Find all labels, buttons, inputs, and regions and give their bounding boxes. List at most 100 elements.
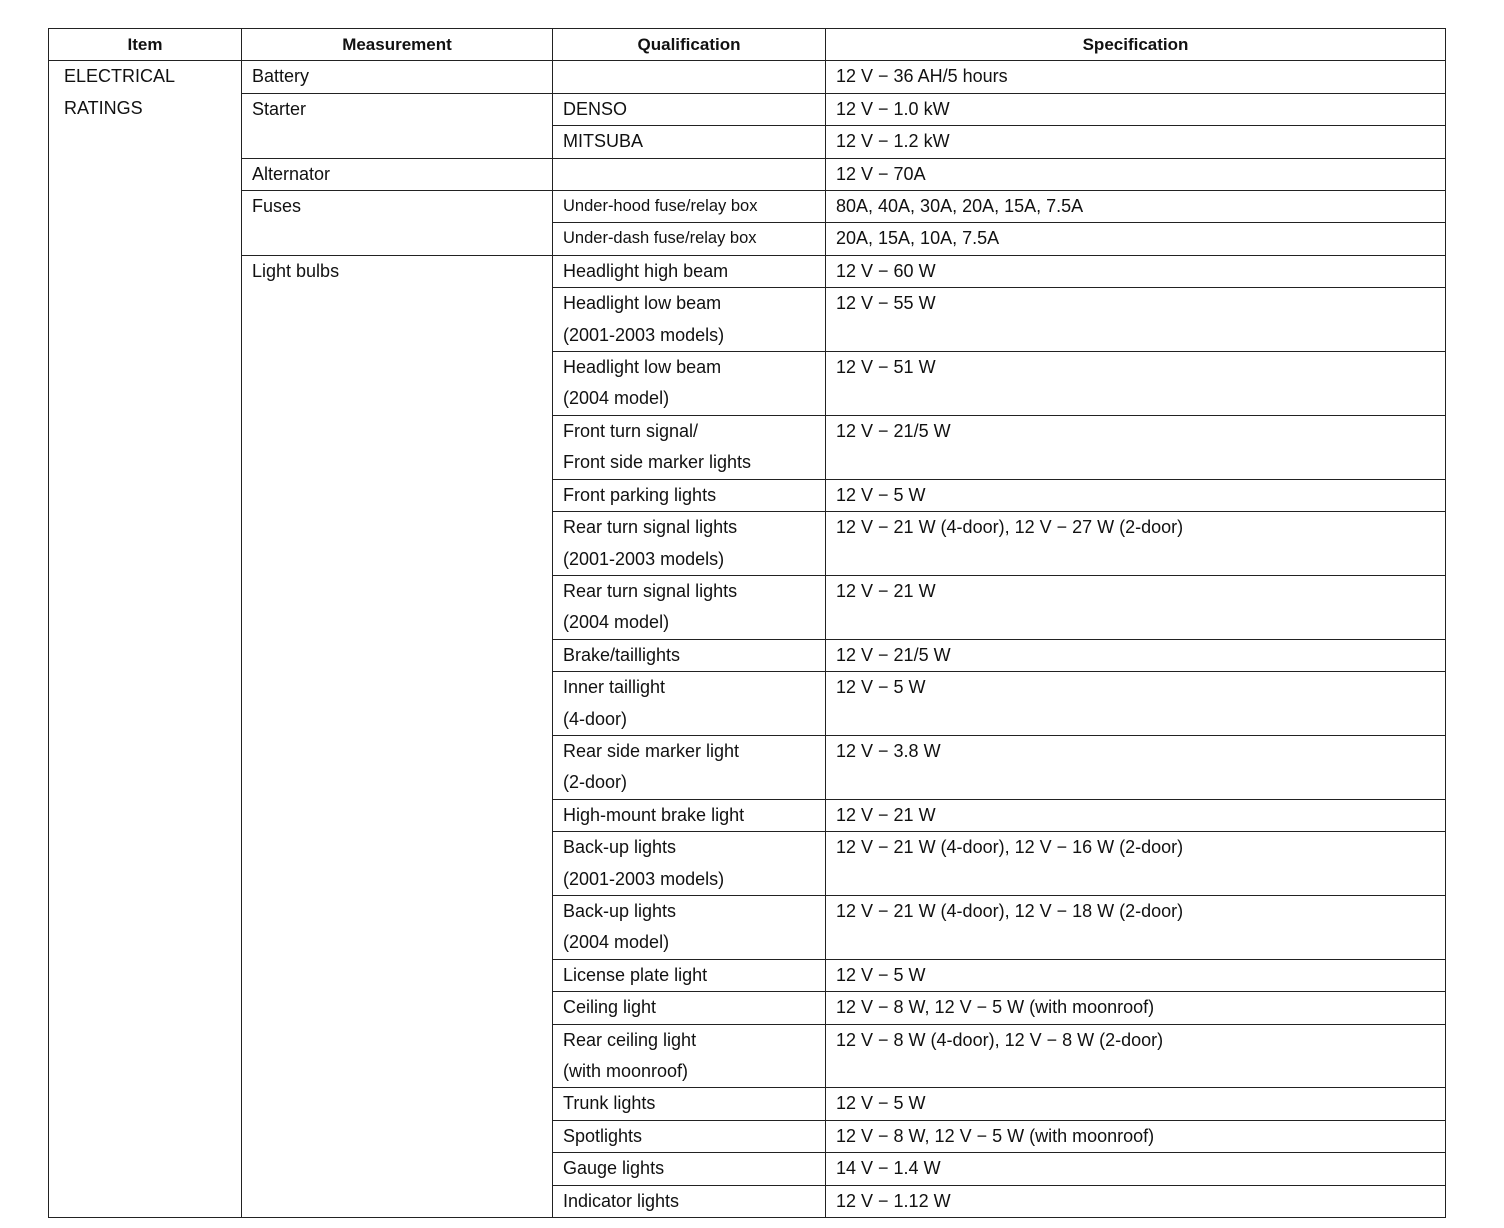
- table-row: Headlight low beam (2001-2003 models) 12 V…: [49, 287, 1446, 353]
- specification-cell: 12 V − 3.8 W: [825, 734, 1446, 800]
- qualification-text: (2004 model): [563, 612, 670, 633]
- qualification-cell: Front turn signal/Front side marker ligh…: [552, 414, 826, 480]
- qualification-cell: Rear side marker light (2-door): [552, 734, 826, 800]
- specification-cell: 12 V − 21 W (4-door), 12 V − 16 W (2-doo…: [825, 831, 1446, 896]
- specification-cell: 12 V − 8 W, 12 V − 5 W (with moonroof): [825, 1119, 1446, 1154]
- qualification-cell: Gauge lights: [552, 1152, 826, 1186]
- measurement-cell: Fuses: [241, 190, 553, 256]
- qualification-cell: Back-up lights (2004 model): [552, 894, 826, 960]
- qualification-cell: Front parking lights: [552, 478, 826, 513]
- table-row: Light bulbs Headlight high beam 12 V − 60 …: [49, 254, 1446, 1219]
- specification-cell: 12 V − 55 W: [825, 287, 1446, 353]
- specification-cell: 12 V − 21/5 W: [825, 414, 1446, 480]
- specification-cell: 12 V − 1.0 kW: [825, 92, 1446, 127]
- table-row: Gauge lights 14 V − 1.4 W: [49, 1152, 1446, 1186]
- header-item: Item: [48, 27, 242, 62]
- qualification-text: Spotlights: [563, 1125, 643, 1146]
- qualification-text: (2001-2003 models): [563, 324, 725, 345]
- qualification-text: Brake/taillights: [563, 644, 681, 665]
- specification-cell: 12 V − 5 W: [825, 958, 1446, 993]
- qualification-text: Under-hood fuse/relay box: [563, 197, 758, 216]
- specification-cell: 12 V − 36 AH/5 hours: [825, 60, 1446, 94]
- specification-cell: 12 V − 70A: [825, 157, 1446, 192]
- qualification-cell: DENSO: [552, 92, 826, 127]
- qualification-text: Under-dash fuse/relay box: [563, 229, 757, 248]
- qualification-cell: Spotlights: [552, 1119, 826, 1154]
- qualification-text: Ceiling light: [563, 997, 657, 1018]
- qualification-text: MITSUBA: [563, 131, 644, 152]
- specification-cell: 12 V − 5 W: [825, 1087, 1446, 1121]
- specification-cell: 12 V − 5 W: [825, 478, 1446, 513]
- qualification-cell: Indicator lights: [552, 1184, 826, 1219]
- table-row: Front turn signal/Front side marker ligh…: [49, 414, 1446, 480]
- qualification-text: Rear turn signal lights: [563, 517, 738, 538]
- measurement-cell: Light bulbs: [241, 254, 553, 1219]
- item-cell: ELECTRICAL RATINGS: [48, 60, 242, 1219]
- qualification-cell: Under-hood fuse/relay box: [552, 190, 826, 224]
- specification-cell: 12 V − 21 W: [825, 798, 1446, 833]
- specification-cell: 12 V − 8 W (4-door), 12 V − 8 W (2-door): [825, 1023, 1446, 1089]
- qualification-text: Front turn signal/: [563, 420, 699, 441]
- table-row: High-mount brake light 12 V − 21 W: [49, 798, 1446, 833]
- qualification-cell: [552, 60, 826, 94]
- electrical-ratings-table: Item Measurement Qualification Specifica…: [48, 27, 1446, 1219]
- table-row: Spotlights 12 V − 8 W, 12 V − 5 W (with m…: [49, 1119, 1446, 1154]
- qualification-text: (4-door): [563, 708, 628, 729]
- qualification-cell: License plate light: [552, 958, 826, 993]
- table-row: ELECTRICAL RATINGS Battery 12 V − 36 AH/5 …: [48, 60, 1446, 1219]
- header-measurement: Measurement: [241, 27, 553, 62]
- measurement-cell: Battery: [241, 60, 553, 94]
- qualification-cell: Trunk lights: [552, 1087, 826, 1121]
- specification-cell: 80A, 40A, 30A, 20A, 15A, 7.5A: [825, 190, 1446, 224]
- specification-cell: 12 V − 21 W: [825, 574, 1446, 640]
- table-row: Inner taillight (4-door) 12 V − 5 W: [49, 671, 1446, 736]
- qualification-cell: Headlight high beam: [552, 254, 826, 289]
- table-row: Rear turn signal lights (2001-2003 models…: [49, 511, 1446, 576]
- qualification-cell: Back-up lights (2001-2003 models): [552, 831, 826, 896]
- qualification-text: Headlight high beam: [563, 260, 729, 281]
- qualification-cell: [552, 157, 826, 192]
- qualification-cell: Headlight low beam (2004 model): [552, 351, 826, 416]
- qualification-text: License plate light: [563, 964, 708, 985]
- table-row: Front parking lights 12 V − 5 W: [49, 478, 1446, 513]
- qualification-text: (2004 model): [563, 388, 670, 409]
- measurement-cell: Alternator: [241, 157, 553, 192]
- qualification-text: (2-door): [563, 772, 628, 793]
- qualification-cell: Under-dash fuse/relay box: [552, 222, 826, 256]
- qualification-text: Trunk lights: [563, 1093, 656, 1114]
- qualification-text: Headlight low beam: [563, 357, 722, 378]
- specification-cell: 12 V − 1.12 W: [825, 1184, 1446, 1219]
- qualification-cell: Rear turn signal lights (2001-2003 models…: [552, 511, 826, 576]
- table-row: Fuses Under-hood fuse/relay box 80A, 40A, …: [49, 190, 1446, 256]
- table-row: Ceiling light 12 V − 8 W, 12 V − 5 W (wit…: [49, 991, 1446, 1025]
- measurement-cell: Starter: [241, 92, 553, 159]
- header-row: Item Measurement Qualification Specifica…: [48, 27, 1446, 62]
- table-row: MITSUBA 12 V − 1.2 kW: [49, 125, 1446, 159]
- qualification-text: Rear ceiling light: [563, 1029, 697, 1050]
- qualification-text: Gauge lights: [563, 1158, 665, 1179]
- table-row: Brake/taillights 12 V − 21/5 W: [49, 638, 1446, 673]
- qualification-text: Inner taillight: [563, 677, 666, 698]
- table-row: Headlight low beam (2004 model) 12 V − 51 …: [49, 351, 1446, 416]
- header-specification: Specification: [825, 27, 1446, 62]
- specification-cell: 12 V − 5 W: [825, 671, 1446, 736]
- table-row: Starter DENSO 12 V − 1.0 kW: [49, 92, 1446, 159]
- table-row: Alternator 12 V − 70A: [49, 157, 1446, 192]
- qualification-text: Headlight low beam: [563, 293, 722, 314]
- specification-cell: 12 V − 1.2 kW: [825, 125, 1446, 159]
- table-row: Rear ceiling light (with moonroof) 12 V − …: [49, 1023, 1446, 1089]
- qualification-text: (2001-2003 models): [563, 868, 725, 889]
- specification-cell: 14 V − 1.4 W: [825, 1152, 1446, 1186]
- qualification-cell: Headlight low beam (2001-2003 models): [552, 287, 826, 353]
- qualification-cell: Brake/taillights: [552, 638, 826, 673]
- specification-cell: 12 V − 21 W (4-door), 12 V − 27 W (2-doo…: [825, 511, 1446, 576]
- qualification-text: (with moonroof): [563, 1061, 689, 1081]
- qualification-text: Indicator lights: [563, 1190, 680, 1211]
- item-text: ELECTRICAL: [64, 66, 176, 87]
- qualification-text: Rear turn signal lights: [563, 580, 738, 601]
- qualification-cell: Rear turn signal lights (2004 model): [552, 574, 826, 640]
- qualification-cell: MITSUBA: [552, 125, 826, 159]
- specification-cell: 12 V − 51 W: [825, 351, 1446, 416]
- qualification-text: Front parking lights: [563, 484, 717, 505]
- table-row: Rear turn signal lights (2004 model) 12 V …: [49, 574, 1446, 640]
